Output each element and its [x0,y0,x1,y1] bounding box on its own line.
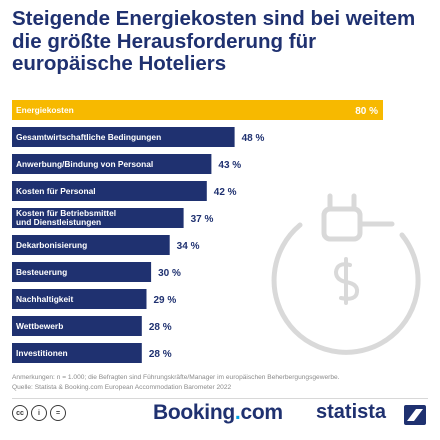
bar-1 [12,127,235,147]
footer-divider [12,398,428,399]
value-label-8: 28 % [149,322,172,333]
value-label-7: 29 % [153,295,176,306]
bar-3 [12,181,207,201]
plug-dollar-icon [271,193,421,355]
bar-label-0: Energiekosten [16,105,74,115]
value-label-0: 80 % [355,106,378,117]
bar-0 [12,100,383,120]
bar-label-9: Investitionen [16,348,68,358]
value-label-5: 34 % [177,241,200,252]
bar-label-5: Dekarbonisierung [16,240,87,250]
booking-logo: Booking.com [153,401,283,424]
value-label-9: 28 % [149,349,172,360]
cc-icon: cc [12,405,28,421]
bar-label-4: Kosten für Betriebsmittel und Dienstleist… [16,208,116,227]
value-label-1: 48 % [242,133,265,144]
bar-4 [12,208,184,228]
bar-8 [12,316,142,336]
bar-2 [12,154,212,174]
bar-chart: Energiekosten 80 % Gesamtwirtschaftliche B… [12,100,421,363]
note-text: Anmerkungen: n = 1.000; die Befragten si… [12,374,340,381]
bar-label-2: Anwerbung/Bindung von Personal [16,159,153,169]
bar-7 [12,289,147,309]
bar-label-1: Gesamtwirtschaftliche Bedingungen [16,132,161,142]
value-label-2: 43 % [218,160,241,171]
license-icons: cc i = [12,405,66,421]
statista-logo: statista [316,401,387,423]
value-label-4: 37 % [191,214,214,225]
source-note: Anmerkungen: n = 1.000; die Befragten si… [12,373,432,393]
statista-mark-icon [404,405,426,425]
bar-9 [12,343,142,363]
equals-icon: = [50,405,66,421]
bar-5 [12,235,170,255]
bar-label-6: Besteuerung [16,267,67,277]
bar-label-8: Wettbewerb [16,321,63,331]
bar-6 [12,262,152,282]
source-text: Quelle: Statista & Booking.com European … [12,384,232,391]
chart-title: Steigende Energiekosten sind bei weitem … [12,7,416,75]
bar-label-7: Nachhaltigkeit [16,294,73,304]
bar-label-3: Kosten für Personal [16,186,96,196]
by-icon: i [31,405,47,421]
value-label-6: 30 % [158,268,181,279]
value-label-3: 42 % [214,187,237,198]
